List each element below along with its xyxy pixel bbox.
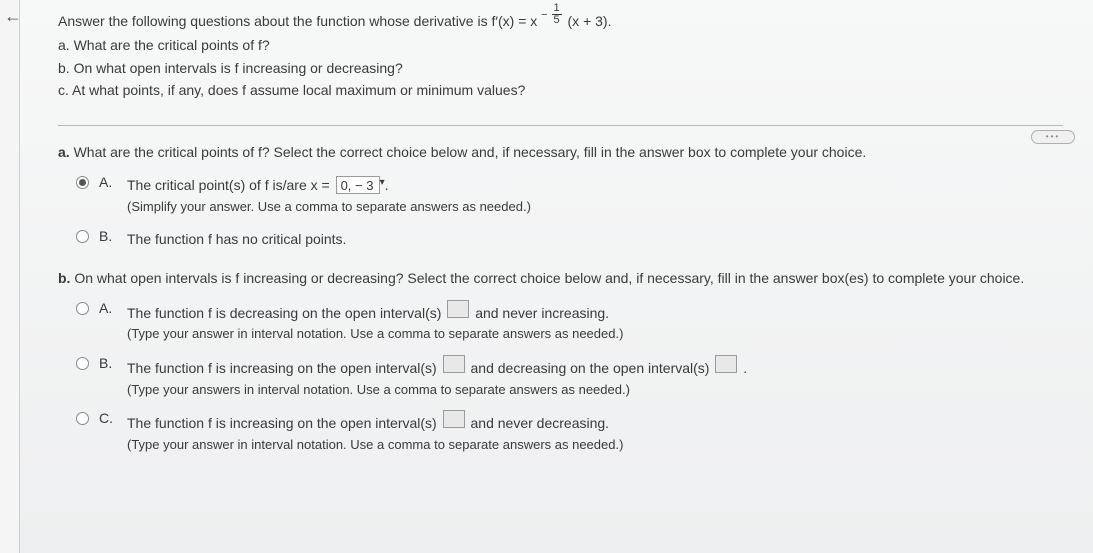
choice-letter: B. <box>99 228 117 244</box>
radio-b-a[interactable] <box>76 302 89 315</box>
intro-lead: Answer the following questions about the… <box>58 13 537 29</box>
part-a-choice-b[interactable]: B. The function f has no critical points… <box>76 228 1063 250</box>
choice-b-a-hint: (Type your answer in interval notation. … <box>127 324 1063 345</box>
choice-a-b-text: The function f has no critical points. <box>127 228 1063 250</box>
choice-b-b-post: . <box>743 360 747 376</box>
part-b-text: On what open intervals is f increasing o… <box>70 270 1024 286</box>
radio-b-c[interactable] <box>76 412 89 425</box>
answer-input-b-a[interactable] <box>447 300 469 318</box>
divider <box>58 125 1063 126</box>
part-b-prompt: b. On what open intervals is f increasin… <box>58 270 1063 286</box>
radio-b-b[interactable] <box>76 357 89 370</box>
page-content: Answer the following questions about the… <box>20 0 1093 553</box>
choice-a-a-pre: The critical point(s) of f is/are x = <box>127 177 334 193</box>
intro-tail: (x + 3). <box>568 13 612 29</box>
sub-question-c: c. At what points, if any, does f assume… <box>58 79 1063 101</box>
sub-question-a: a. What are the critical points of f? <box>58 34 1063 56</box>
part-a-bold: a. <box>58 144 70 160</box>
question-intro: Answer the following questions about the… <box>58 10 1063 101</box>
more-pill-icon[interactable]: ••• <box>1031 130 1075 144</box>
choice-b-c-pre: The function f is increasing on the open… <box>127 415 441 431</box>
choice-letter: A. <box>99 174 117 190</box>
choice-b-b-mid: and decreasing on the open interval(s) <box>471 360 714 376</box>
choice-letter: C. <box>99 410 117 426</box>
choice-a-a-hint: (Simplify your answer. Use a comma to se… <box>127 197 1063 218</box>
choice-a-a-post: . <box>385 177 389 193</box>
part-b-choice-b[interactable]: B. The function f is increasing on the o… <box>76 355 1063 400</box>
sub-question-b: b. On what open intervals is f increasin… <box>58 57 1063 79</box>
answer-input-a[interactable]: 0, − 3 <box>336 176 380 194</box>
part-a-choice-a[interactable]: A. The critical point(s) of f is/are x =… <box>76 174 1063 217</box>
part-a-prompt: a. What are the critical points of f? Se… <box>58 144 1063 160</box>
answer-input-b-b-2[interactable] <box>715 355 737 373</box>
part-b-choice-a[interactable]: A. The function f is decreasing on the o… <box>76 300 1063 345</box>
exp-negative: − <box>541 9 547 21</box>
radio-a-b[interactable] <box>76 230 89 243</box>
choice-b-a-pre: The function f is decreasing on the open… <box>127 305 445 321</box>
part-b-choice-c[interactable]: C. The function f is increasing on the o… <box>76 410 1063 455</box>
choice-b-c-hint: (Type your answer in interval notation. … <box>127 435 1063 456</box>
choice-b-c-post: and never decreasing. <box>471 415 610 431</box>
left-gutter: ← <box>0 0 20 553</box>
part-b-bold: b. <box>58 270 70 286</box>
choice-letter: B. <box>99 355 117 371</box>
choice-b-b-hint: (Type your answers in interval notation.… <box>127 380 1063 401</box>
exp-denominator: 5 <box>552 15 562 26</box>
choice-b-b-pre: The function f is increasing on the open… <box>127 360 441 376</box>
answer-input-b-b-1[interactable] <box>443 355 465 373</box>
choice-letter: A. <box>99 300 117 316</box>
radio-a-a[interactable] <box>76 176 89 189</box>
derivative-exponent: − 1 5 <box>541 10 563 34</box>
choice-b-a-post: and never increasing. <box>475 305 609 321</box>
part-a-text: What are the critical points of f? Selec… <box>70 144 867 160</box>
answer-input-b-c[interactable] <box>443 410 465 428</box>
